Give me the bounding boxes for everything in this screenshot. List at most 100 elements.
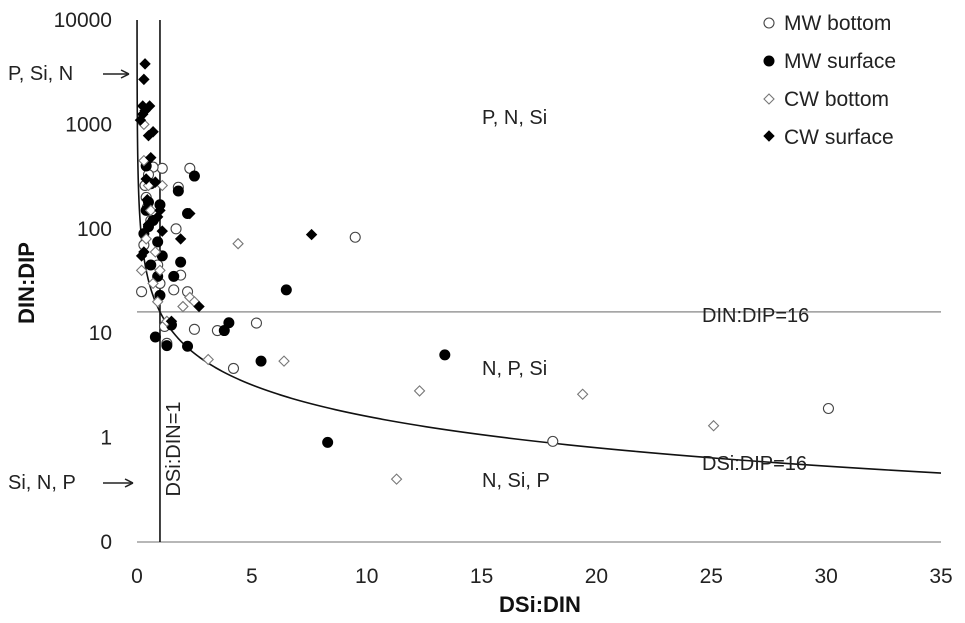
y-axis-title: DIN:DIP xyxy=(14,242,39,324)
point-mw-surface xyxy=(168,270,180,282)
filled-diamond-icon xyxy=(763,130,775,142)
x-tick-label: 20 xyxy=(585,565,608,588)
point-mw-surface xyxy=(161,340,173,352)
x-tick-label: 15 xyxy=(470,565,493,588)
y-tick-label: 1 xyxy=(100,427,112,450)
region-label-n-p-si: N, P, Si xyxy=(482,358,547,380)
point-mw-bottom xyxy=(136,286,148,298)
point-cw-bottom xyxy=(177,300,189,313)
point-cw-bottom xyxy=(707,419,720,432)
data-points xyxy=(134,58,834,485)
point-cw-bottom xyxy=(135,264,148,277)
legend-item-cw-surface: CW surface xyxy=(763,126,894,149)
x-tick-label: 30 xyxy=(814,565,837,588)
point-mw-bottom xyxy=(168,284,180,296)
ref-label-dsi-dip-16: DSi:DIP=16 xyxy=(702,453,807,475)
point-mw-surface xyxy=(255,355,267,367)
point-mw-bottom xyxy=(170,223,182,235)
point-mw-surface xyxy=(149,331,161,343)
point-cw-surface xyxy=(140,173,152,185)
y-tick-label: 10000 xyxy=(54,9,112,32)
annotation-si-n-p: Si, N, P xyxy=(8,472,76,494)
x-tick-label: 25 xyxy=(700,565,723,588)
annotation-p-si-n: P, Si, N xyxy=(8,63,73,85)
y-tick-label: 1000 xyxy=(65,113,112,136)
point-mw-surface xyxy=(280,284,292,296)
legend-label: CW bottom xyxy=(784,88,889,111)
point-mw-bottom xyxy=(822,402,834,415)
point-cw-surface xyxy=(305,228,318,241)
legend-label: MW surface xyxy=(784,50,896,73)
point-cw-surface xyxy=(193,300,205,313)
point-mw-bottom xyxy=(250,317,263,329)
x-tick-labels: 0 5 10 15 20 25 30 35 xyxy=(131,565,953,588)
y-tick-label: 10 xyxy=(89,322,112,345)
arrow-icon xyxy=(103,69,130,79)
y-tick-label: 0 xyxy=(100,531,112,554)
point-mw-surface xyxy=(439,349,451,361)
x-tick-label: 10 xyxy=(355,565,378,588)
x-tick-label: 0 xyxy=(131,565,143,588)
point-mw-surface xyxy=(145,259,157,271)
x-axis-title: DSi:DIN xyxy=(499,592,581,617)
x-tick-label: 35 xyxy=(929,565,952,588)
point-mw-surface xyxy=(175,256,187,268)
point-cw-bottom xyxy=(278,355,290,367)
point-cw-surface xyxy=(138,73,150,86)
point-cw-surface xyxy=(142,129,155,142)
point-cw-bottom xyxy=(576,388,589,401)
legend-item-cw-bottom: CW bottom xyxy=(763,88,889,111)
point-cw-surface xyxy=(156,225,168,237)
point-cw-surface xyxy=(139,58,151,70)
legend-label: CW surface xyxy=(784,126,894,149)
point-cw-surface xyxy=(151,211,164,223)
x-tick-label: 5 xyxy=(246,565,258,588)
point-mw-bottom xyxy=(547,435,559,447)
filled-circle-icon xyxy=(763,55,775,67)
point-cw-bottom xyxy=(140,233,152,245)
arrow-icon xyxy=(103,478,134,488)
point-cw-surface xyxy=(145,151,157,164)
point-cw-surface xyxy=(165,315,178,328)
point-cw-bottom xyxy=(413,385,426,397)
point-mw-bottom xyxy=(188,323,200,335)
point-cw-bottom xyxy=(154,264,166,277)
point-cw-surface xyxy=(141,193,154,206)
point-cw-surface xyxy=(135,250,148,262)
point-mw-surface xyxy=(182,340,194,352)
point-mw-surface xyxy=(322,436,334,448)
legend: MW bottom MW surface CW bottom CW surfac… xyxy=(763,12,896,149)
point-mw-bottom xyxy=(156,162,168,174)
point-cw-bottom xyxy=(232,237,244,250)
point-mw-surface xyxy=(188,170,200,182)
point-cw-surface xyxy=(137,108,149,120)
point-cw-surface xyxy=(174,233,187,245)
point-cw-bottom xyxy=(149,246,162,258)
point-cw-bottom xyxy=(202,353,214,366)
open-circle-icon xyxy=(763,17,775,29)
legend-item-mw-surface: MW surface xyxy=(763,50,896,73)
ref-label-dsi-din-1: DSi:DIN=1 xyxy=(163,401,185,496)
point-cw-surface xyxy=(184,207,196,220)
point-mw-bottom xyxy=(349,231,361,243)
point-cw-bottom xyxy=(390,473,403,485)
y-tick-label: 100 xyxy=(77,218,112,241)
point-cw-surface xyxy=(142,218,155,231)
open-diamond-icon xyxy=(763,93,775,105)
point-cw-bottom xyxy=(151,295,164,308)
legend-label: MW bottom xyxy=(784,12,891,35)
point-mw-surface xyxy=(156,250,168,262)
point-cw-surface xyxy=(149,176,162,188)
point-mw-surface xyxy=(218,325,230,337)
point-cw-bottom xyxy=(145,204,157,217)
point-cw-bottom xyxy=(147,277,159,290)
point-mw-bottom xyxy=(227,362,240,374)
region-label-p-n-si: P, N, Si xyxy=(482,107,547,129)
point-mw-surface xyxy=(152,236,164,248)
legend-item-mw-bottom: MW bottom xyxy=(763,12,891,35)
ref-label-din-dip-16: DIN:DIP=16 xyxy=(702,305,809,327)
region-label-n-si-p: N, Si, P xyxy=(482,470,550,492)
